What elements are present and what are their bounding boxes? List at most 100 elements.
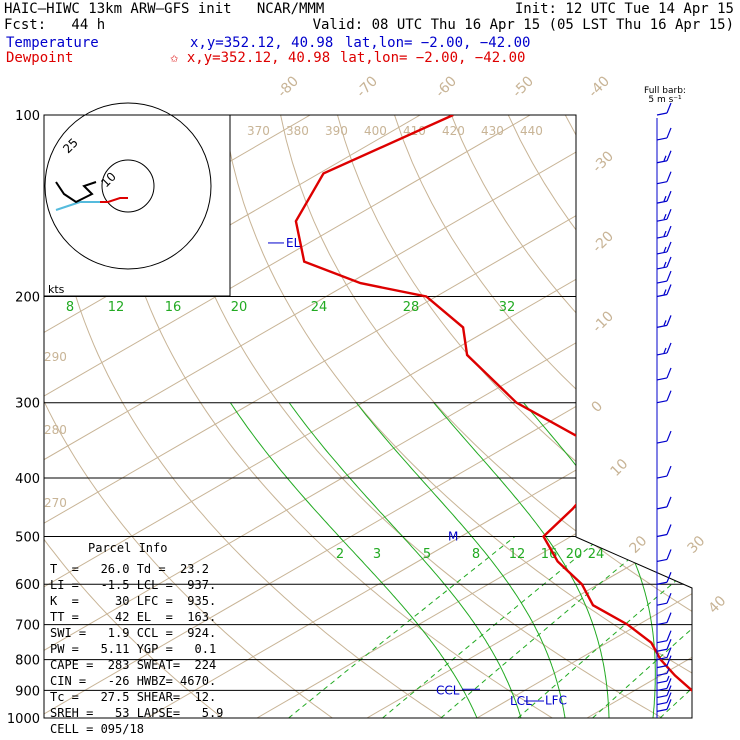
moist-adiabat-label: 8 (66, 300, 74, 315)
isotherm-line (44, 115, 692, 718)
isotherm-label: -40 (586, 73, 613, 100)
moist-adiabat-label: 12 (108, 300, 125, 315)
isotherm-label: 40 (706, 593, 730, 617)
theta-label: 370 (247, 124, 270, 138)
isotherm-label: -10 (590, 308, 617, 335)
level-label-el: EL (286, 236, 301, 250)
parcel-info-row: SREH = 53 LAPSE= 5.9 (50, 706, 224, 720)
wind-barb (656, 127, 672, 141)
isotherm-line (476, 115, 692, 718)
init-time: Init: 12 UTC Tue 14 Apr 15 (514, 1, 734, 17)
dewpoint-line (294, 115, 692, 718)
moist-adiabat (433, 402, 610, 718)
pressure-label: 300 (15, 397, 40, 412)
moist-adiabat (736, 403, 740, 718)
theta-label: 380 (286, 124, 309, 138)
wind-barb (656, 241, 672, 255)
moist-adiabat (355, 402, 566, 718)
isotherm-label: -80 (275, 73, 302, 100)
hodograph-trace-red (100, 197, 128, 203)
dry-adiabat (564, 115, 692, 718)
wind-barb (656, 592, 672, 606)
theta-label: 440 (520, 124, 543, 138)
wind-barb (656, 367, 672, 381)
theta-label: 400 (364, 124, 387, 138)
moist-adiabat-label: 28 (403, 300, 420, 315)
mixing-ratio-label: 16 (541, 547, 558, 562)
isotherm-label: -70 (354, 73, 381, 100)
parcel-info-row: Tc = 27.5 SHEAR= 12. (50, 690, 217, 704)
wind-barb (656, 639, 672, 652)
moist-adiabat-label: 32 (499, 300, 516, 315)
dry-adiabat (44, 115, 351, 718)
isotherm-label: -20 (590, 228, 617, 255)
wind-barb (656, 668, 670, 677)
wind-barb (656, 692, 672, 706)
wind-barb (656, 630, 672, 644)
isotherm-line (256, 115, 692, 718)
mixing-ratio-line (440, 536, 657, 718)
pressure-label: 1000 (7, 712, 40, 727)
hodograph-trace-cyan (55, 201, 100, 211)
mixing-ratio-line (288, 536, 516, 718)
wind-barb (656, 208, 672, 222)
dry-adiabat (736, 115, 740, 731)
hodograph-ring-inner (101, 159, 155, 213)
isotherm-label: 20 (627, 533, 651, 557)
legend-temperature-name: Temperature (6, 35, 99, 51)
hodograph-box (43, 114, 231, 297)
dry-adiabat (450, 115, 692, 718)
theta-label: 430 (481, 124, 504, 138)
wind-barb (656, 225, 672, 239)
wind-barb (656, 685, 672, 699)
legend-dewpoint-xy: ✩ x,y=352.12, 40.98 (170, 50, 331, 66)
dry-adiabat (166, 115, 686, 718)
theta-label: 390 (325, 124, 348, 138)
mixing-ratio-line (710, 537, 740, 719)
wind-barb (656, 315, 672, 328)
pressure-label: 900 (15, 684, 40, 699)
wind-barb (656, 430, 672, 444)
pressure-label: 100 (15, 109, 40, 124)
theta-label-side: 280 (44, 423, 67, 437)
hodograph-units: kts (48, 283, 65, 296)
mixing-ratio-label: 12 (509, 547, 526, 562)
pressure-label: 400 (15, 472, 40, 487)
pressure-label: 800 (15, 654, 40, 669)
isotherm-line (586, 115, 692, 718)
pressure-label: 600 (15, 578, 40, 593)
wind-barb (656, 572, 672, 585)
wind-barb (656, 465, 672, 479)
isotherm-label: 10 (608, 456, 632, 480)
moist-adiabat (288, 402, 522, 718)
isotherm-label: 0 (589, 398, 607, 416)
parcel-info-row: K = 30 LFC = 935. (50, 594, 217, 608)
wind-barb (656, 171, 672, 185)
moist-adiabat-label: 16 (165, 300, 182, 315)
dry-adiabat (678, 115, 692, 718)
dry-adiabat (109, 115, 574, 718)
wind-barb (656, 612, 672, 626)
pressure-label: 200 (15, 291, 40, 306)
dry-adiabat (223, 115, 692, 718)
wind-barb (656, 675, 670, 684)
mixing-ratio-label: 2 (336, 547, 344, 562)
isotherm-label: -60 (433, 73, 460, 100)
parcel-info-table: T = 26.0 Td = 23.2 LI = -1.5 LCL = 937. K … (50, 561, 223, 737)
hodograph-ring-outer (44, 102, 212, 270)
mixing-ratio-label: 20 (566, 547, 583, 562)
wind-barb (656, 549, 672, 563)
dry-adiabat (507, 115, 692, 718)
level-label-lfc: LFC (545, 693, 567, 707)
level-label-ccl: CCL (436, 683, 460, 697)
isotherm-line (44, 115, 641, 718)
dry-adiabat (44, 115, 240, 718)
mixing-ratio-line (382, 536, 603, 718)
isotherm-line (146, 115, 692, 718)
parcel-info-row: CELL = 095/18 (50, 722, 144, 736)
parcel-info-row: LI = -1.5 LCL = 937. (50, 578, 217, 592)
valid-time: Valid: 08 UTC Thu 16 Apr 15 (05 LST Thu … (312, 17, 734, 33)
moist-adiabat-label: 20 (231, 300, 248, 315)
wind-barb (656, 256, 672, 270)
